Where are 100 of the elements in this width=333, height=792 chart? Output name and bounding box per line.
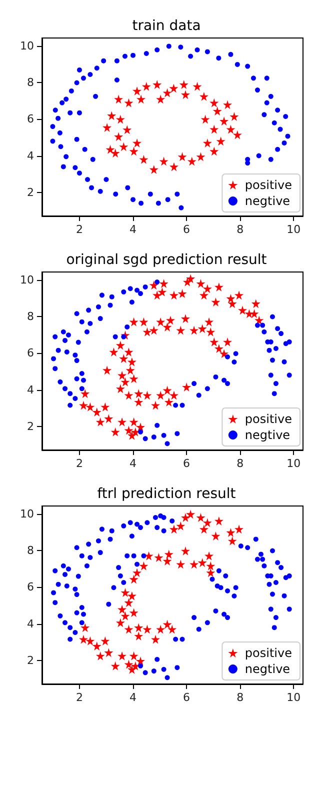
point	[132, 568, 142, 578]
x-tick-label: 8	[236, 223, 244, 236]
point	[159, 156, 168, 166]
point	[210, 146, 219, 156]
point	[102, 122, 112, 132]
x-tick-label: 8	[236, 691, 244, 704]
point	[120, 588, 130, 598]
point	[104, 648, 114, 658]
point	[169, 162, 178, 172]
point	[223, 100, 232, 110]
point	[129, 146, 138, 156]
point	[187, 156, 196, 166]
x-tick-label: 2	[76, 223, 83, 236]
point	[154, 552, 164, 562]
point	[168, 624, 177, 634]
point	[124, 624, 134, 634]
legend-label: positive	[244, 412, 292, 426]
point	[180, 546, 190, 556]
point	[119, 142, 128, 152]
point	[232, 130, 242, 140]
point	[132, 86, 142, 96]
point	[211, 531, 220, 540]
point	[139, 154, 148, 164]
point	[139, 561, 148, 570]
point	[198, 558, 207, 568]
point	[228, 536, 237, 546]
x-tick-label: 2	[76, 691, 83, 704]
y-tick-label: 2	[27, 420, 34, 433]
legend-label: negtive	[244, 662, 290, 676]
point	[129, 608, 138, 618]
y-tick-label: 10	[20, 508, 34, 521]
point	[120, 611, 130, 620]
point	[202, 138, 212, 148]
y-tick-label: 8	[27, 310, 34, 324]
point	[220, 116, 229, 126]
point	[142, 82, 151, 91]
point	[129, 651, 138, 660]
point	[176, 521, 186, 530]
point	[107, 111, 116, 120]
point	[176, 560, 186, 569]
point	[96, 651, 105, 660]
point	[206, 561, 216, 570]
point	[199, 524, 208, 534]
point	[186, 510, 196, 519]
point	[136, 656, 146, 666]
y-tick-label: 2	[27, 654, 34, 667]
point	[134, 631, 144, 640]
point	[132, 138, 142, 148]
point	[192, 82, 202, 91]
point	[129, 574, 138, 584]
y-tick-label: 10	[20, 40, 34, 53]
point	[216, 136, 226, 146]
point	[116, 618, 125, 628]
point	[134, 623, 144, 632]
point	[110, 148, 120, 158]
point	[206, 568, 216, 578]
point	[210, 124, 219, 134]
point	[164, 550, 174, 559]
point	[196, 513, 206, 522]
y-tick-label: 8	[27, 76, 34, 90]
point	[100, 636, 110, 646]
x-tick-label: 6	[183, 457, 190, 470]
point	[106, 144, 115, 154]
point	[118, 651, 127, 660]
point	[156, 94, 166, 104]
point	[210, 98, 219, 108]
point	[226, 124, 236, 134]
point	[127, 591, 136, 600]
point	[114, 132, 124, 142]
y-tick-label: 6	[27, 112, 34, 126]
x-tick-label: 6	[183, 691, 190, 704]
point	[226, 528, 236, 537]
x-tick-label: 8	[236, 457, 244, 470]
point	[179, 80, 188, 90]
point	[169, 84, 178, 93]
legend-label: negtive	[244, 194, 290, 208]
point	[127, 664, 136, 674]
chart-title: ftrl prediction result	[97, 486, 236, 502]
legend-label: positive	[244, 178, 292, 192]
point	[199, 92, 208, 101]
point	[162, 88, 172, 98]
point	[190, 560, 199, 569]
point	[169, 524, 178, 534]
point	[124, 98, 134, 108]
point	[200, 114, 210, 124]
point	[196, 152, 206, 162]
point	[116, 114, 125, 124]
point	[152, 80, 162, 90]
point	[234, 524, 244, 534]
x-tick-label: 4	[130, 691, 137, 704]
y-tick-label: 4	[27, 383, 34, 396]
y-tick-label: 6	[27, 346, 34, 360]
point	[80, 623, 90, 632]
point	[124, 660, 134, 669]
chart-title: train data	[132, 18, 201, 34]
point	[230, 112, 239, 122]
point	[204, 551, 214, 560]
point	[92, 642, 102, 651]
point	[214, 516, 224, 526]
x-tick-label: 10	[286, 457, 301, 470]
